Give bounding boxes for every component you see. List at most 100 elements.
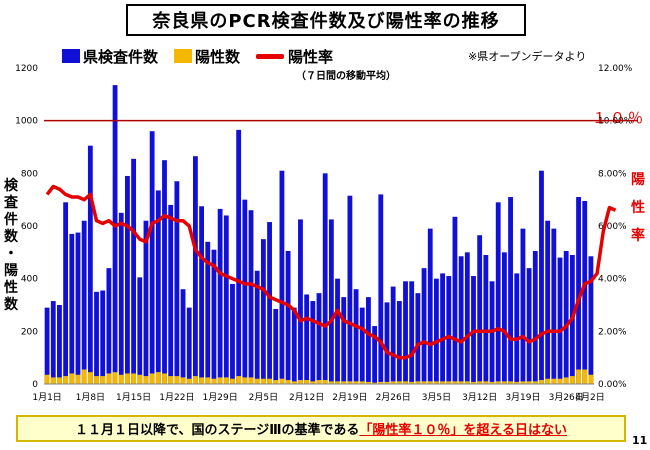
bar-tests [563,251,569,384]
bar-tests [347,195,353,384]
bar-positives [347,381,353,384]
legend-swatch-positives [174,49,193,63]
legend-label-rate: 陽性率 [288,47,334,66]
bar-positives [205,377,211,384]
bar-positives [378,381,384,384]
bar-positives [582,369,588,384]
bar-tests [155,190,161,384]
bar-positives [155,372,161,384]
bar-positives [125,373,130,384]
bar-positives [199,377,204,384]
bar-tests [211,249,217,384]
bar-tests [254,270,260,384]
bar-positives [211,378,217,384]
bar-positives [230,378,235,384]
bar-tests [440,273,446,384]
bar-tests [75,232,81,384]
conclusion-banner: １１月１日以降で、国のステージⅢの基準である 「陽性率１０％」を超える日はない [16,415,626,442]
bar-tests [409,281,415,384]
bar-tests [149,131,155,384]
conclusion-text: １１月１日以降で、国のステージⅢの基準である [74,423,360,438]
x-tick-label: 2月12日 [289,392,324,403]
bar-positives [162,373,167,384]
bar-tests [446,276,452,384]
bar-tests [403,281,408,384]
bar-tests [335,278,340,384]
bar-tests [298,219,303,384]
bar-positives [279,378,285,384]
bar-positives [291,381,297,384]
x-tick-label: 3月26日 [549,392,584,403]
bar-tests [576,197,581,384]
bar-positives [514,381,520,384]
bar-positives [403,381,408,384]
y2-tick-label: 6.00% [598,222,627,232]
x-tick-label: 1月29日 [203,392,238,403]
bar-positives [328,381,334,384]
bar-tests [434,278,439,384]
x-tick-label: 3月5日 [422,392,451,403]
bar-tests [396,301,402,384]
bar-tests [118,212,124,384]
y-tick-label: 600 [21,222,38,232]
bar-tests [304,294,310,384]
bar-positives [50,377,56,384]
bar-positives [458,381,464,384]
bar-tests [137,277,143,384]
bar-tests [545,220,551,384]
x-tick-label: 2月5日 [249,392,278,403]
bar-tests [384,302,390,384]
bar-tests [514,273,520,384]
bar-positives [452,381,458,384]
x-tick-label: 2月26日 [376,392,411,403]
bar-positives [106,373,112,384]
bar-positives [353,381,359,384]
bar-positives [477,381,483,384]
x-tick-label: 1月15日 [116,392,151,403]
bar-positives [267,378,272,384]
conclusion-highlight: 「陽性率１０％」を超える日はない [359,423,567,438]
bar-tests [452,216,458,384]
legend-rate-note: （７日間の移動平均） [296,71,396,82]
reference-line-label: １０％ [592,109,647,127]
legend-label-positives: 陽性数 [195,47,241,66]
y-tick-label: 0 [32,380,38,390]
x-tick-label: 3月19日 [505,392,540,403]
bar-tests [285,251,291,384]
y-axis-label-char: 件 [4,212,18,228]
y-axis-label-char: 査 [4,195,18,211]
bar-positives [421,381,427,384]
bar-positives [87,372,93,384]
bar-positives [471,381,476,384]
bar-tests [372,326,378,384]
bar-tests [458,256,464,384]
bar-tests [316,293,322,384]
y2-tick-label: 8.00% [598,169,627,179]
y-tick-label: 400 [21,275,38,285]
bar-positives [545,378,551,384]
y2-tick-label: 0.00% [598,380,627,390]
bar-tests [310,301,316,384]
bar-tests [520,228,526,384]
bar-tests [112,85,118,384]
bar-positives [390,381,396,384]
y-axis-label-char: 数 [4,297,18,313]
bar-positives [242,377,248,384]
bar-positives [131,373,137,384]
bar-positives [489,381,495,384]
legend-item-tests: 県検査件数 [62,46,158,67]
bar-positives [508,381,513,384]
bar-positives [118,374,124,384]
bar-positives [446,381,452,384]
y2-tick-label: 12.00% [598,64,633,74]
x-tick-label: 4月2日 [575,392,604,403]
bar-positives [285,380,291,384]
bar-positives [100,376,106,384]
bar-positives [248,377,254,384]
bar-tests [495,202,501,384]
bar-positives [94,376,99,384]
y-axis-label-char: 検 [4,178,18,194]
bar-tests [162,160,167,384]
bar-positives [310,381,316,384]
bar-tests [322,173,328,384]
